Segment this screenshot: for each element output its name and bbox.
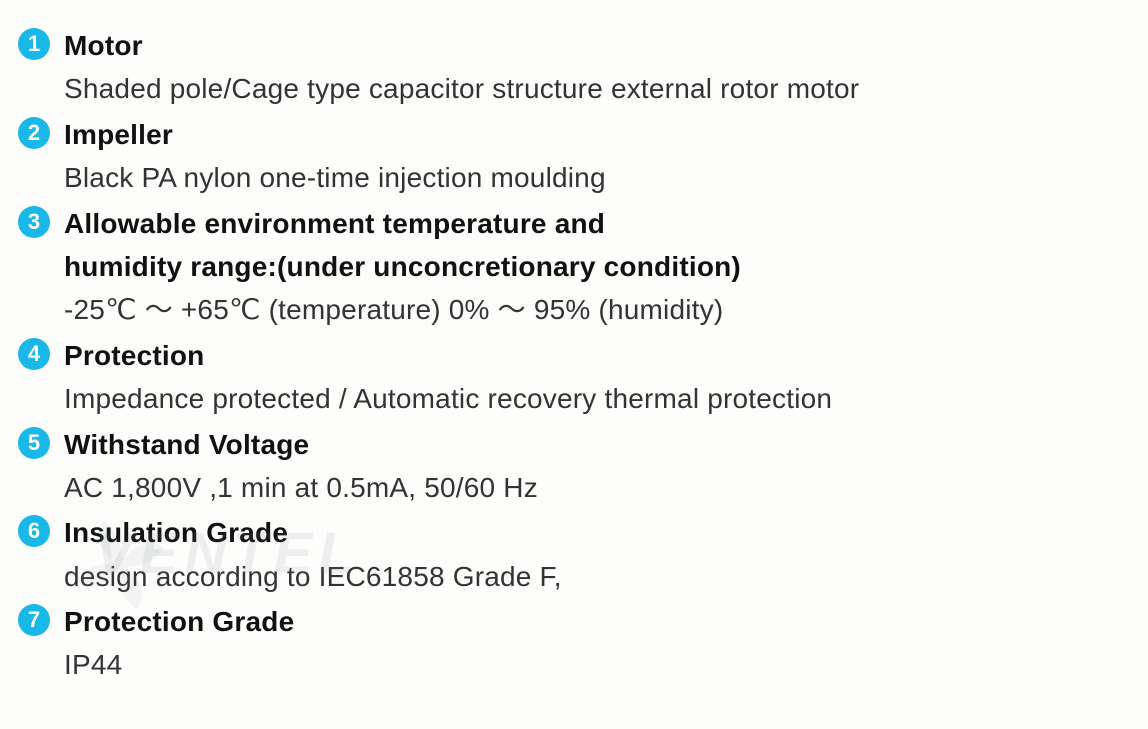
spec-text: Motor Shaded pole/Cage type capacitor st…	[64, 24, 1130, 111]
spec-title: Protection	[64, 334, 1130, 377]
spec-title: Protection Grade	[64, 600, 1130, 643]
bullet-icon: 4	[18, 338, 50, 370]
spec-item-impeller: 2 Impeller Black PA nylon one-time injec…	[18, 113, 1130, 200]
spec-text: Protection Grade IP44	[64, 600, 1130, 687]
spec-desc: Impedance protected / Automatic recovery…	[64, 377, 1130, 420]
spec-list: 1 Motor Shaded pole/Cage type capacitor …	[0, 0, 1148, 707]
spec-item-environment: 3 Allowable environment temperature and …	[18, 202, 1130, 332]
bullet-icon: 2	[18, 117, 50, 149]
bullet-icon: 3	[18, 206, 50, 238]
spec-item-withstand-voltage: 5 Withstand Voltage AC 1,800V ,1 min at …	[18, 423, 1130, 510]
spec-title: Motor	[64, 24, 1130, 67]
spec-text: Allowable environment temperature and hu…	[64, 202, 1130, 332]
spec-desc: Shaded pole/Cage type capacitor structur…	[64, 67, 1130, 110]
spec-desc: AC 1,800V ,1 min at 0.5mA, 50/60 Hz	[64, 466, 1130, 509]
spec-item-insulation-grade: 6 Insulation Grade design according to I…	[18, 511, 1130, 598]
spec-text: Withstand Voltage AC 1,800V ,1 min at 0.…	[64, 423, 1130, 510]
spec-desc: Black PA nylon one-time injection mouldi…	[64, 156, 1130, 199]
spec-text: Insulation Grade design according to IEC…	[64, 511, 1130, 598]
spec-title: Insulation Grade	[64, 511, 1130, 554]
spec-text: Impeller Black PA nylon one-time injecti…	[64, 113, 1130, 200]
spec-title: Withstand Voltage	[64, 423, 1130, 466]
spec-item-protection-grade: 7 Protection Grade IP44	[18, 600, 1130, 687]
spec-text: Protection Impedance protected / Automat…	[64, 334, 1130, 421]
spec-title: Impeller	[64, 113, 1130, 156]
bullet-icon: 7	[18, 604, 50, 636]
spec-item-protection: 4 Protection Impedance protected / Autom…	[18, 334, 1130, 421]
spec-title-line2: humidity range:(under unconcretionary co…	[64, 245, 1130, 288]
spec-desc: IP44	[64, 643, 1130, 686]
spec-desc: -25℃ ～ +65℃ (temperature) 0% ～ 95% (humi…	[64, 288, 1130, 331]
bullet-icon: 6	[18, 515, 50, 547]
bullet-icon: 5	[18, 427, 50, 459]
spec-desc: design according to IEC61858 Grade F,	[64, 555, 1130, 598]
spec-item-motor: 1 Motor Shaded pole/Cage type capacitor …	[18, 24, 1130, 111]
bullet-icon: 1	[18, 28, 50, 60]
spec-title-line1: Allowable environment temperature and	[64, 202, 1130, 245]
